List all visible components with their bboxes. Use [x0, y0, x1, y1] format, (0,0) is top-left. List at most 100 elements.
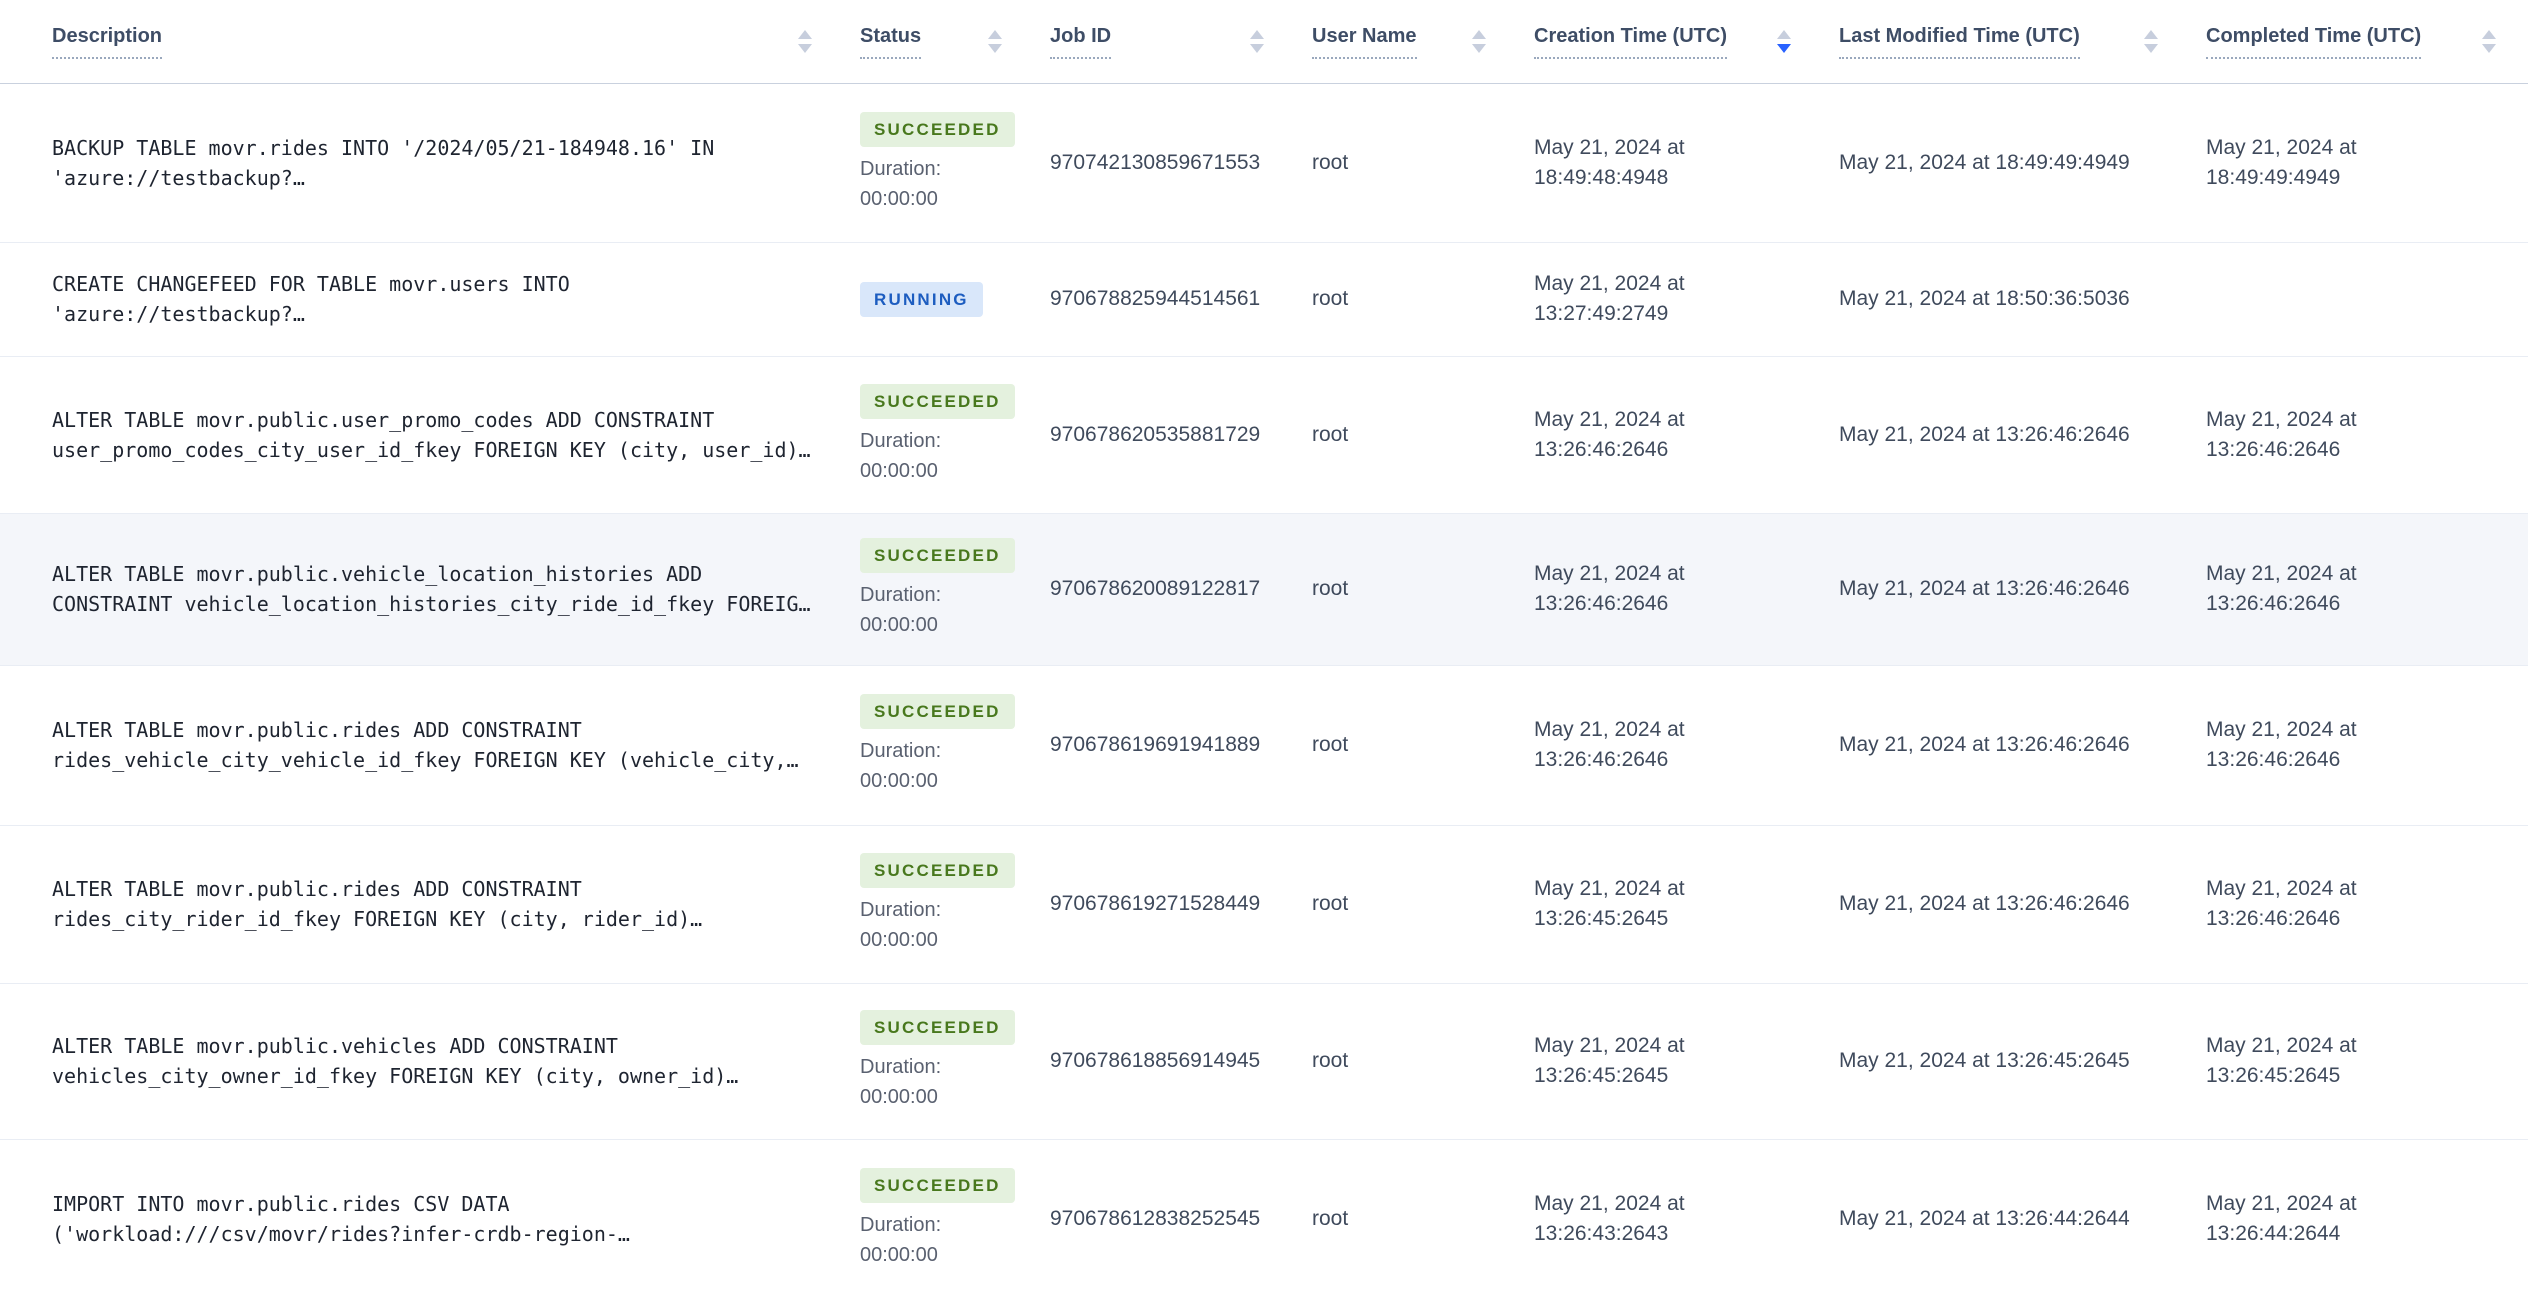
- last-modified-time-cell: May 21, 2024 at 13:26:45:2645: [1809, 982, 2176, 1139]
- column-title: Creation Time (UTC): [1534, 24, 1727, 59]
- sort-arrows-icon[interactable]: [798, 29, 812, 53]
- job-id-cell: 970678618856914945: [1020, 982, 1282, 1139]
- column-header-description[interactable]: Description: [0, 0, 830, 84]
- creation-time-cell: May 21, 2024 at 13:26:46:2646: [1504, 664, 1809, 825]
- job-description-line[interactable]: rides_vehicle_city_vehicle_id_fkey FOREI…: [52, 748, 799, 772]
- creation-time-cell: May 21, 2024 at 13:26:46:2646: [1504, 512, 1809, 665]
- creation-time-cell-value: May 21, 2024 at 18:49:48:4948: [1534, 135, 1685, 189]
- user-name-cell: root: [1282, 824, 1504, 983]
- creation-time-cell: May 21, 2024 at 13:27:49:2749: [1504, 241, 1809, 356]
- status-badge: SUCCEEDED: [860, 111, 1015, 147]
- column-title: Completed Time (UTC): [2206, 24, 2422, 59]
- table-row: ALTER TABLE movr.public.user_promo_codes…: [0, 355, 2528, 513]
- sort-arrows-icon[interactable]: [988, 29, 1002, 53]
- column-header-user-name[interactable]: User Name: [1282, 0, 1504, 84]
- creation-time-cell: May 21, 2024 at 13:26:45:2645: [1504, 824, 1809, 983]
- duration-label: Duration:: [860, 740, 942, 762]
- job-description-line[interactable]: ('workload:///csv/movr/rides?infer-crdb-…: [52, 1222, 630, 1247]
- user-name-cell-value: root: [1312, 287, 1349, 310]
- status-badge: SUCCEEDED: [860, 538, 1015, 573]
- sort-arrows-icon[interactable]: [1250, 29, 1264, 53]
- creation-time-cell: May 21, 2024 at 13:26:46:2646: [1504, 355, 1809, 513]
- user-name-cell-value: root: [1312, 1207, 1349, 1231]
- duration-label: Duration:: [860, 429, 942, 452]
- description-cell[interactable]: ALTER TABLE movr.public.rides ADD CONSTR…: [0, 664, 830, 825]
- last-modified-time-cell-value: May 21, 2024 at 18:49:49:4949: [1839, 150, 2130, 174]
- status-cell: SUCCEEDED Duration: 00:00:00: [830, 512, 1020, 665]
- column-header-completed-time-utc[interactable]: Completed Time (UTC): [2176, 0, 2528, 84]
- job-description-line[interactable]: 'azure://testbackup?…: [52, 165, 305, 190]
- user-name-cell: root: [1282, 982, 1504, 1139]
- job-description-line[interactable]: ALTER TABLE movr.public.rides ADD CONSTR…: [52, 718, 582, 742]
- duration-value: 00:00:00: [860, 459, 938, 482]
- column-header-status[interactable]: Status: [830, 0, 1020, 84]
- duration-value: 00:00:00: [860, 187, 938, 210]
- description-cell[interactable]: ALTER TABLE movr.public.vehicles ADD CON…: [0, 982, 830, 1139]
- completed-time-cell-value: May 21, 2024 at 13:26:46:2646: [2206, 562, 2357, 615]
- job-description-line[interactable]: rides_city_rider_id_fkey FOREIGN KEY (ci…: [52, 907, 703, 931]
- job-description-line[interactable]: IMPORT INTO movr.public.rides CSV DATA: [52, 1192, 510, 1217]
- job-description-line[interactable]: vehicles_city_owner_id_fkey FOREIGN KEY …: [52, 1064, 739, 1088]
- completed-time-cell: May 21, 2024 at 13:26:46:2646: [2176, 355, 2528, 513]
- completed-time-cell: May 21, 2024 at 13:26:44:2644: [2176, 1138, 2528, 1292]
- completed-time-cell-value: May 21, 2024 at 13:26:46:2646: [2206, 407, 2357, 461]
- user-name-cell: root: [1282, 355, 1504, 513]
- status-badge: RUNNING: [860, 281, 983, 317]
- last-modified-time-cell-value: May 21, 2024 at 13:26:46:2646: [1839, 577, 2130, 600]
- job-description-line[interactable]: CREATE CHANGEFEED FOR TABLE movr.users I…: [52, 272, 570, 296]
- column-title: Status: [860, 24, 922, 59]
- job-id-cell-value: 970678619271528449: [1050, 892, 1261, 915]
- job-id-cell-value: 970742130859671553: [1050, 150, 1261, 174]
- table-row: ALTER TABLE movr.public.rides ADD CONSTR…: [0, 664, 2528, 825]
- job-description-line[interactable]: 'azure://testbackup?…: [52, 302, 305, 326]
- column-header-job-id[interactable]: Job ID: [1020, 0, 1282, 84]
- job-description-line[interactable]: BACKUP TABLE movr.rides INTO '/2024/05/2…: [52, 135, 715, 160]
- column-title: Job ID: [1050, 24, 1112, 59]
- sort-arrows-icon[interactable]: [1472, 29, 1486, 53]
- sort-arrows-icon[interactable]: [2482, 29, 2496, 53]
- user-name-cell: root: [1282, 1138, 1504, 1292]
- job-description-line[interactable]: user_promo_codes_city_user_id_fkey FOREI…: [52, 437, 811, 462]
- creation-time-cell-value: May 21, 2024 at 13:26:45:2645: [1534, 877, 1685, 930]
- duration-value: 00:00:00: [860, 770, 938, 792]
- description-cell[interactable]: BACKUP TABLE movr.rides INTO '/2024/05/2…: [0, 83, 830, 242]
- last-modified-time-cell: May 21, 2024 at 13:26:46:2646: [1809, 512, 2176, 665]
- job-id-cell-value: 970678619691941889: [1050, 733, 1261, 756]
- creation-time-cell-value: May 21, 2024 at 13:26:46:2646: [1534, 407, 1685, 461]
- job-description-line[interactable]: ALTER TABLE movr.public.vehicles ADD CON…: [52, 1034, 618, 1058]
- column-header-creation-time-utc[interactable]: Creation Time (UTC): [1504, 0, 1809, 84]
- description-cell[interactable]: ALTER TABLE movr.public.rides ADD CONSTR…: [0, 824, 830, 983]
- job-description-line[interactable]: ALTER TABLE movr.public.user_promo_codes…: [52, 407, 715, 432]
- description-cell[interactable]: ALTER TABLE movr.public.vehicle_location…: [0, 512, 830, 665]
- description-cell[interactable]: CREATE CHANGEFEED FOR TABLE movr.users I…: [0, 241, 830, 356]
- user-name-cell: root: [1282, 512, 1504, 665]
- job-id-cell-value: 970678612838252545: [1050, 1207, 1261, 1231]
- sort-arrows-icon[interactable]: [2144, 29, 2158, 53]
- job-description-line[interactable]: CONSTRAINT vehicle_location_histories_ci…: [52, 592, 811, 616]
- duration-label: Duration:: [860, 1214, 942, 1237]
- creation-time-cell: May 21, 2024 at 18:49:48:4948: [1504, 83, 1809, 242]
- completed-time-cell-value: May 21, 2024 at 13:26:45:2645: [2206, 1034, 2357, 1087]
- status-cell: SUCCEEDED Duration: 00:00:00: [830, 1138, 1020, 1292]
- column-title: Description: [52, 24, 163, 59]
- job-description-line[interactable]: ALTER TABLE movr.public.rides ADD CONSTR…: [52, 877, 582, 901]
- creation-time-cell-value: May 21, 2024 at 13:27:49:2749: [1534, 272, 1685, 325]
- job-id-cell: 970678620535881729: [1020, 355, 1282, 513]
- column-header-last-modified-time-utc[interactable]: Last Modified Time (UTC): [1809, 0, 2176, 84]
- description-cell[interactable]: ALTER TABLE movr.public.user_promo_codes…: [0, 355, 830, 513]
- completed-time-cell: May 21, 2024 at 13:26:46:2646: [2176, 512, 2528, 665]
- last-modified-time-cell-value: May 21, 2024 at 13:26:45:2645: [1839, 1049, 2130, 1072]
- completed-time-cell-value: May 21, 2024 at 13:26:46:2646: [2206, 877, 2357, 930]
- sort-desc-active-icon[interactable]: [1777, 29, 1791, 53]
- completed-time-cell: May 21, 2024 at 13:26:46:2646: [2176, 824, 2528, 983]
- job-id-cell: 970678612838252545: [1020, 1138, 1282, 1292]
- last-modified-time-cell-value: May 21, 2024 at 13:26:46:2646: [1839, 733, 2130, 756]
- completed-time-cell: May 21, 2024 at 18:49:49:4949: [2176, 83, 2528, 242]
- duration-label: Duration:: [860, 157, 942, 180]
- job-id-cell: 970678620089122817: [1020, 512, 1282, 665]
- user-name-cell-value: root: [1312, 422, 1349, 446]
- duration-value: 00:00:00: [860, 929, 938, 951]
- completed-time-cell-value: May 21, 2024 at 18:49:49:4949: [2206, 135, 2357, 189]
- job-description-line[interactable]: ALTER TABLE movr.public.vehicle_location…: [52, 562, 703, 586]
- description-cell[interactable]: IMPORT INTO movr.public.rides CSV DATA ('…: [0, 1138, 830, 1292]
